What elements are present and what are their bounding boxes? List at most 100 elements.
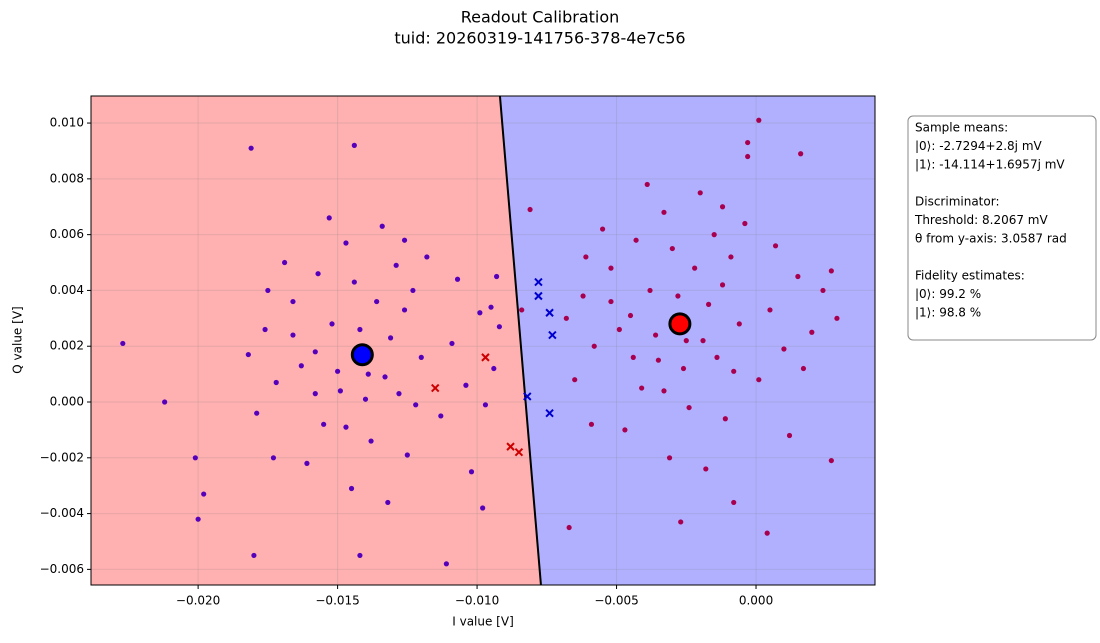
shot-point bbox=[251, 552, 257, 559]
y-tick-label: 0.004 bbox=[50, 283, 84, 297]
shot-point bbox=[120, 340, 126, 347]
shot-point bbox=[315, 271, 321, 277]
shot-point bbox=[329, 321, 335, 327]
misclassified-point bbox=[534, 277, 543, 287]
shot-point bbox=[798, 151, 804, 157]
shot-point bbox=[527, 206, 533, 213]
decision-boundary bbox=[498, 95, 542, 586]
misclassified-point bbox=[514, 448, 524, 457]
x-tick-label: −0.010 bbox=[455, 594, 499, 608]
shot-point bbox=[781, 346, 787, 352]
shot-point bbox=[413, 402, 419, 408]
misclassified-point bbox=[545, 308, 554, 317]
shot-point bbox=[443, 561, 449, 567]
y-axis-label: Q value [V] bbox=[11, 306, 25, 373]
shot-point bbox=[580, 293, 586, 299]
shot-point bbox=[401, 307, 408, 313]
shot-point bbox=[262, 326, 268, 333]
shot-point bbox=[644, 181, 650, 188]
shot-point bbox=[480, 505, 486, 511]
shot-point bbox=[653, 332, 659, 338]
y-tick-label: 0.002 bbox=[50, 339, 84, 353]
shot-point bbox=[385, 499, 391, 506]
x-tick-label: −0.005 bbox=[594, 594, 638, 608]
shot-point bbox=[680, 365, 687, 372]
shot-point bbox=[493, 273, 500, 280]
mean-marker bbox=[350, 343, 374, 367]
shot-point bbox=[745, 139, 751, 146]
shot-point bbox=[675, 293, 681, 299]
shot-point bbox=[655, 357, 661, 363]
shot-point bbox=[463, 382, 469, 388]
shot-point bbox=[281, 259, 288, 266]
shot-point bbox=[334, 368, 341, 374]
shot-point bbox=[647, 287, 653, 294]
shot-point bbox=[683, 338, 689, 344]
shot-point bbox=[454, 276, 461, 282]
chart-subtitle: tuid: 20260319-141756-378-4e7c56 bbox=[394, 29, 685, 48]
y-tick-label: 0.006 bbox=[50, 227, 84, 241]
x-tick-label: −0.020 bbox=[176, 594, 220, 608]
shot-point bbox=[731, 368, 737, 374]
shot-point bbox=[714, 354, 720, 360]
shot-point bbox=[731, 499, 737, 506]
shot-point bbox=[706, 301, 712, 307]
shot-point bbox=[756, 117, 762, 123]
shot-point bbox=[265, 287, 271, 294]
y-tick-label: −0.002 bbox=[40, 450, 84, 464]
shot-point bbox=[678, 519, 684, 525]
shot-point bbox=[566, 524, 572, 531]
info-text: |1⟩: 98.8 % bbox=[915, 306, 981, 320]
shot-point bbox=[192, 455, 198, 461]
shot-point bbox=[491, 365, 497, 372]
shot-point bbox=[290, 298, 296, 305]
y-tick-label: −0.006 bbox=[40, 562, 84, 576]
shot-point bbox=[728, 254, 734, 260]
shot-point bbox=[719, 204, 726, 210]
shot-point bbox=[362, 396, 369, 402]
shot-point bbox=[767, 307, 773, 313]
x-tick-label: 0.000 bbox=[739, 594, 773, 608]
shot-point bbox=[756, 377, 762, 383]
info-text: Discriminator: bbox=[915, 195, 1000, 209]
region-left bbox=[91, 96, 541, 585]
shot-point bbox=[424, 254, 430, 260]
shot-point bbox=[719, 282, 726, 288]
shot-point bbox=[630, 354, 636, 360]
shot-point bbox=[374, 298, 380, 305]
x-axis-label: I value [V] bbox=[452, 615, 514, 629]
shot-point bbox=[697, 190, 703, 196]
shot-point bbox=[304, 460, 310, 466]
shot-point bbox=[711, 232, 717, 238]
shot-point bbox=[800, 365, 807, 372]
shot-point bbox=[273, 379, 279, 386]
shot-point bbox=[482, 402, 489, 408]
shot-point bbox=[477, 310, 483, 316]
shot-point bbox=[357, 552, 363, 559]
plot-frame bbox=[90, 95, 876, 586]
info-text: |0⟩: -2.7294+2.8j mV bbox=[915, 139, 1043, 153]
shot-point bbox=[772, 243, 779, 249]
shot-point bbox=[321, 421, 327, 427]
misclassified-point bbox=[548, 330, 557, 340]
shot-point bbox=[337, 388, 343, 394]
shot-point bbox=[351, 142, 357, 148]
shot-point bbox=[666, 455, 673, 461]
info-text: |0⟩: 99.2 % bbox=[915, 287, 981, 301]
misclassified-point bbox=[431, 383, 440, 393]
shot-point bbox=[438, 413, 444, 419]
x-tick-label: −0.015 bbox=[315, 594, 359, 608]
misclassified-point bbox=[523, 392, 532, 401]
shot-point bbox=[828, 268, 834, 274]
y-tick-label: 0.008 bbox=[50, 171, 84, 185]
shot-point bbox=[201, 491, 207, 497]
shot-point bbox=[661, 209, 667, 215]
info-text: |1⟩: -14.114+1.6957j mV bbox=[915, 158, 1065, 172]
shot-point bbox=[692, 265, 698, 271]
shot-point bbox=[312, 349, 318, 355]
info-text: Threshold: 8.2067 mV bbox=[914, 213, 1048, 227]
shot-point bbox=[686, 404, 692, 411]
shot-point bbox=[795, 273, 801, 280]
shot-point bbox=[387, 335, 394, 341]
